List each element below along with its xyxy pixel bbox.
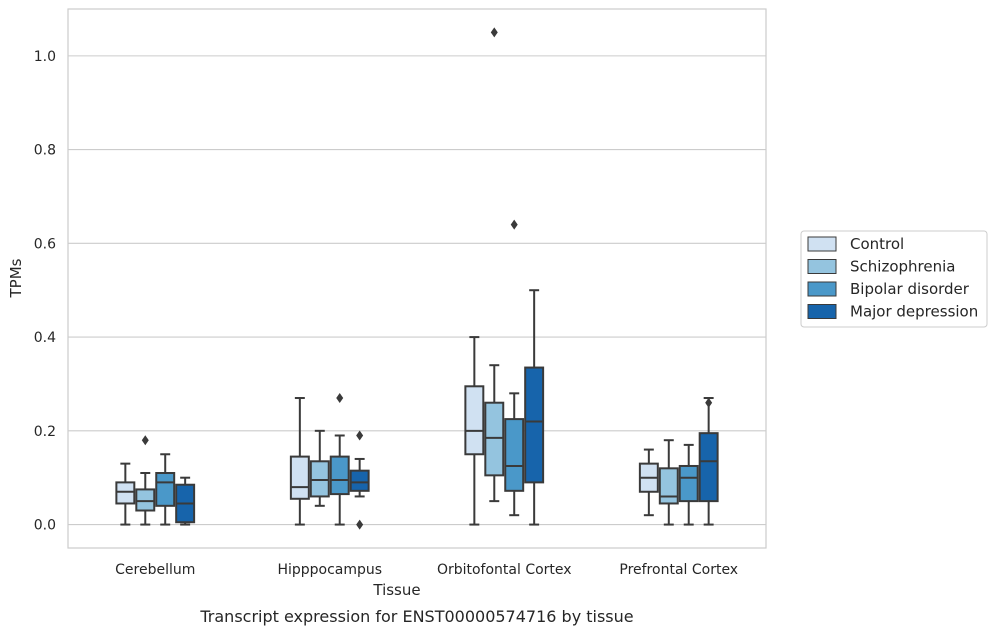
y-tick-labels: 0.0 0.2 0.4 0.6 0.8 1.0 [34, 49, 56, 534]
legend-label: Bipolar disorder [850, 280, 970, 298]
box-1-1 [309, 429, 330, 507]
legend-swatch [807, 236, 837, 252]
y-tick-label: 1.0 [34, 49, 56, 65]
x-tick-label: Hipppocampus [277, 562, 382, 578]
box-iqr [484, 401, 505, 477]
box-iqr [349, 469, 370, 492]
box-iqr [524, 366, 545, 484]
legend-swatch [807, 281, 837, 297]
box-iqr [678, 464, 699, 503]
box-1-3 [349, 430, 370, 530]
grid-lines [68, 55, 766, 526]
box-1-0 [289, 397, 310, 526]
legend-frame [800, 230, 988, 328]
box-2-1 [484, 27, 505, 503]
box-0-1 [135, 435, 156, 526]
box-iqr [658, 467, 679, 505]
legend: Control Schizophrenia Bipolar disorder Majo… [800, 230, 988, 328]
y-axis-label: TPMs [7, 258, 25, 298]
legend-label: Schizophrenia [850, 258, 955, 276]
y-tick-label: 0.4 [34, 330, 56, 346]
box-0-2 [155, 453, 176, 526]
x-axis-label: Tissue [372, 581, 420, 599]
y-tick-label: 0.8 [34, 143, 56, 159]
box-iqr [504, 418, 525, 492]
box-iqr [464, 385, 485, 456]
box-2-2 [504, 219, 525, 517]
outlier-point [705, 397, 713, 408]
box-0-0 [115, 462, 136, 526]
box-iqr [309, 460, 330, 498]
box-iqr [289, 455, 310, 500]
box-iqr [135, 488, 156, 512]
outlier-point [490, 27, 498, 38]
box-2-0 [464, 336, 485, 526]
outlier-point [356, 519, 364, 530]
legend-swatch [807, 259, 837, 274]
box-3-1 [658, 439, 679, 526]
outlier-point [336, 393, 344, 404]
y-tick-label: 0.2 [34, 424, 56, 440]
legend-swatch [807, 304, 837, 319]
y-tick-label: 0.0 [34, 518, 56, 534]
outlier-point [141, 435, 149, 446]
y-tick-label: 0.6 [34, 236, 56, 252]
legend-label: Major depression [850, 303, 978, 321]
legend-label: Control [850, 235, 904, 253]
box-3-2 [678, 443, 699, 526]
box-2-3 [524, 289, 545, 526]
box-iqr [155, 472, 176, 507]
outlier-point [510, 219, 518, 230]
x-tick-label: Cerebellum [115, 562, 195, 578]
box-iqr [329, 455, 350, 496]
x-tick-label: Orbitofontal Cortex [437, 562, 572, 578]
box-0-3 [175, 476, 196, 526]
x-tick-label: Prefrontal Cortex [619, 562, 738, 578]
x-tick-labels: Cerebellum Hipppocampus Orbitofontal Corte… [115, 562, 738, 578]
box-iqr [698, 432, 719, 503]
plot-frame [67, 8, 767, 549]
box-1-2 [329, 393, 350, 526]
box-3-0 [638, 448, 659, 517]
box-3-3 [698, 397, 719, 526]
box-groups [115, 27, 719, 530]
outlier-point [356, 430, 364, 441]
box-iqr [115, 481, 136, 505]
chart-caption: Transcript expression for ENST0000057471… [199, 607, 633, 626]
